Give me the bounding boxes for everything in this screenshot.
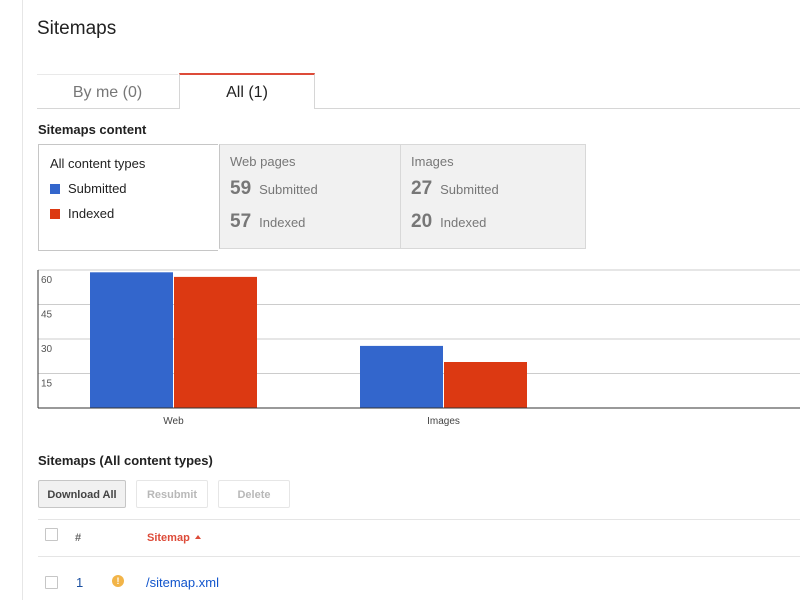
images-submitted-count: 27 xyxy=(411,178,433,199)
web-pages-submitted-stat: 59 Submitted xyxy=(230,178,318,200)
legend-label-submitted: Submitted xyxy=(68,181,127,196)
legend-label-indexed: Indexed xyxy=(68,206,115,221)
left-divider xyxy=(22,0,23,600)
download-all-button[interactable]: Download All xyxy=(38,480,126,508)
legend-swatch-indexed xyxy=(50,208,60,219)
web-pages-submitted-label: Submitted xyxy=(259,182,318,197)
column-header-sitemap-label: Sitemap xyxy=(147,532,190,544)
web-pages-indexed-label: Indexed xyxy=(259,215,306,230)
images-title: Images xyxy=(411,154,454,169)
row-number: 1 xyxy=(76,575,84,590)
table-top-divider xyxy=(38,519,800,520)
sort-ascending-icon xyxy=(194,535,201,539)
y-tick-label: 45 xyxy=(41,310,53,321)
sitemaps-bar-chart: 15 30 45 60 Web Images xyxy=(37,269,800,427)
web-pages-indexed-stat: 57 Indexed xyxy=(230,211,305,233)
resubmit-button[interactable]: Resubmit xyxy=(136,480,208,508)
bar-images-indexed xyxy=(444,362,527,408)
images-indexed-count: 20 xyxy=(411,211,433,232)
y-tick-label: 30 xyxy=(41,344,53,355)
web-pages-submitted-count: 59 xyxy=(230,178,252,199)
content-type-all[interactable]: All content types Submitted Indexed xyxy=(38,144,218,251)
y-tick-label: 15 xyxy=(41,379,53,390)
legend-item-submitted: Submitted xyxy=(50,181,127,196)
web-pages-indexed-count: 57 xyxy=(230,211,252,232)
content-type-all-label: All content types xyxy=(50,156,146,171)
web-pages-title: Web pages xyxy=(230,154,296,169)
select-all-checkbox[interactable] xyxy=(45,528,58,541)
legend-item-indexed: Indexed xyxy=(50,206,114,221)
page-title: Sitemaps xyxy=(37,18,117,39)
row-checkbox[interactable] xyxy=(45,576,58,589)
x-category-label: Web xyxy=(163,416,184,427)
images-indexed-label: Indexed xyxy=(440,215,487,230)
column-header-number: # xyxy=(75,532,82,544)
tab-all[interactable]: All (1) xyxy=(179,73,315,109)
content-type-images[interactable]: Images 27 Submitted 20 Indexed xyxy=(400,144,586,249)
images-submitted-label: Submitted xyxy=(440,182,499,197)
sitemap-link[interactable]: /sitemap.xml xyxy=(146,575,219,590)
sitemaps-content-heading: Sitemaps content xyxy=(38,122,147,137)
legend-swatch-submitted xyxy=(50,183,60,194)
x-category-label: Images xyxy=(427,416,460,427)
bar-web-submitted xyxy=(90,272,173,408)
images-indexed-stat: 20 Indexed xyxy=(411,211,486,233)
tab-bar-divider xyxy=(37,108,800,109)
content-type-web-pages[interactable]: Web pages 59 Submitted 57 Indexed xyxy=(219,144,401,249)
tab-bar: By me (0) All (1) xyxy=(37,73,800,109)
bar-web-indexed xyxy=(174,276,257,408)
delete-button[interactable]: Delete xyxy=(218,480,290,508)
warning-icon[interactable]: ! xyxy=(112,575,124,587)
tab-by-me[interactable]: By me (0) xyxy=(37,74,178,109)
bar-images-submitted xyxy=(360,345,443,408)
table-header-divider xyxy=(38,556,800,557)
images-submitted-stat: 27 Submitted xyxy=(411,178,499,200)
column-header-sitemap[interactable]: Sitemap xyxy=(147,532,201,544)
sitemaps-list-heading: Sitemaps (All content types) xyxy=(38,453,213,468)
content-type-selector: All content types Submitted Indexed Web … xyxy=(38,144,586,251)
y-tick-label: 60 xyxy=(41,275,53,286)
